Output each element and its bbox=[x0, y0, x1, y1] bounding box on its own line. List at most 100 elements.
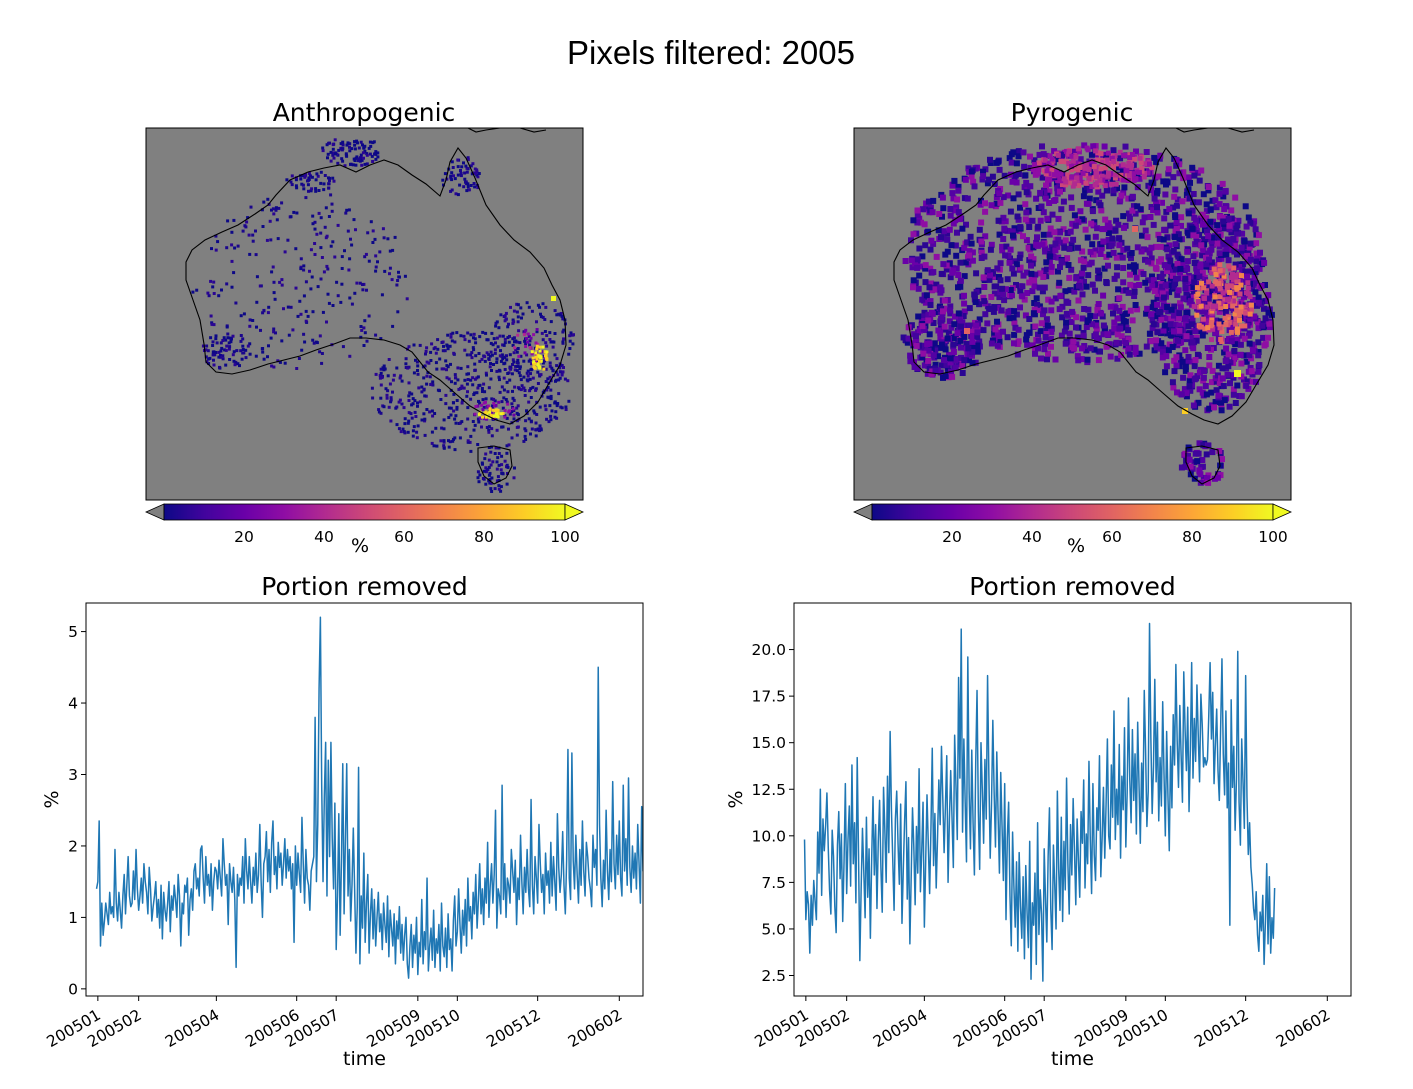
map-pixel bbox=[990, 308, 997, 315]
map-pixel bbox=[310, 175, 314, 179]
map-pixel bbox=[974, 333, 981, 340]
map-pixel bbox=[1214, 240, 1221, 247]
map-pixel bbox=[543, 359, 546, 363]
map-pixel bbox=[545, 350, 549, 354]
map-pixel bbox=[967, 233, 974, 240]
colorbar-tick: 100 bbox=[550, 528, 580, 546]
map-pixel bbox=[449, 406, 453, 410]
map-pixel bbox=[1125, 345, 1132, 352]
map-pixel bbox=[916, 245, 923, 252]
map-pixel bbox=[538, 359, 541, 363]
map-pixel bbox=[1256, 362, 1263, 368]
map-pixel bbox=[1124, 245, 1131, 252]
map-pixel bbox=[1172, 266, 1179, 273]
map-pixel bbox=[1265, 334, 1271, 341]
map-pixel bbox=[1173, 334, 1180, 341]
map-pixel bbox=[947, 303, 954, 310]
map-pixel bbox=[271, 207, 275, 211]
map-pixel bbox=[543, 404, 547, 408]
map-pixel bbox=[1129, 344, 1136, 351]
map-pixel bbox=[1094, 170, 1099, 176]
map-pixel bbox=[1121, 184, 1128, 191]
map-pixel bbox=[567, 352, 571, 356]
map-pixel bbox=[1204, 228, 1210, 235]
map-pixel bbox=[449, 176, 453, 180]
map-pixel bbox=[1000, 236, 1007, 242]
map-pixel bbox=[1080, 332, 1087, 339]
map-pixel bbox=[490, 411, 494, 415]
map-pixel bbox=[271, 265, 275, 269]
map-pixel bbox=[1093, 148, 1099, 154]
map-pixel bbox=[558, 376, 562, 380]
map-pixel bbox=[915, 285, 922, 292]
map-pixel bbox=[1220, 290, 1226, 296]
map-pixel bbox=[1213, 262, 1220, 269]
map-pixel bbox=[515, 360, 519, 364]
map-pixel bbox=[385, 396, 389, 400]
map-pixel bbox=[1095, 267, 1102, 274]
map-pixel bbox=[191, 290, 195, 294]
map-pixel bbox=[994, 329, 1001, 336]
map-pixel bbox=[504, 398, 508, 401]
map-pixel bbox=[971, 183, 978, 190]
map-pixel bbox=[240, 357, 244, 361]
map-pixel bbox=[473, 368, 477, 372]
map-pixel bbox=[1091, 219, 1098, 226]
map-pixel bbox=[210, 247, 213, 251]
map-pixel bbox=[934, 309, 941, 316]
map-pixel bbox=[1158, 274, 1165, 281]
map-pixel bbox=[997, 289, 1004, 296]
map-pixel bbox=[1098, 207, 1105, 214]
map-pixel bbox=[238, 364, 241, 368]
map-pixel bbox=[378, 250, 382, 254]
map-pixel bbox=[905, 335, 912, 342]
map-pixel-layer bbox=[191, 138, 575, 493]
map-pixel bbox=[494, 416, 498, 420]
map-pixel bbox=[1230, 386, 1237, 393]
map-pixel bbox=[459, 169, 462, 172]
map-pixel bbox=[314, 187, 318, 191]
map-pixel bbox=[551, 340, 555, 344]
map-pixel bbox=[995, 158, 1002, 165]
map-pixel bbox=[527, 417, 531, 421]
map-pixel bbox=[567, 399, 571, 403]
map-pixel bbox=[229, 340, 233, 344]
map-pixel bbox=[222, 336, 226, 340]
map-pixel bbox=[1185, 354, 1192, 360]
map-pixel bbox=[943, 361, 950, 368]
map-pixel bbox=[1206, 362, 1213, 369]
map-pixel bbox=[327, 182, 331, 186]
map-pixel bbox=[954, 330, 961, 337]
map-pixel bbox=[1126, 171, 1132, 176]
map-pixel bbox=[1262, 282, 1268, 288]
map-pixel bbox=[536, 303, 540, 307]
map-pixel bbox=[1055, 152, 1061, 158]
map-pixel bbox=[972, 359, 979, 366]
map-pixel bbox=[331, 240, 335, 244]
map-pixel bbox=[221, 354, 225, 358]
map-pixel bbox=[1180, 329, 1187, 336]
colorbar-under-arrow bbox=[853, 503, 873, 521]
map-pixel bbox=[1032, 323, 1039, 330]
map-pixel bbox=[515, 369, 519, 373]
map-pixel bbox=[534, 434, 538, 438]
map-pixel bbox=[390, 278, 394, 282]
map-pixel bbox=[340, 148, 344, 152]
map-pixel bbox=[518, 341, 522, 345]
map-pixel bbox=[1185, 186, 1192, 193]
map-pixel bbox=[561, 370, 565, 374]
map-pixel bbox=[538, 429, 541, 433]
map-pixel bbox=[506, 336, 510, 340]
map-pixel bbox=[395, 283, 399, 287]
map-pixel bbox=[258, 284, 262, 288]
map-pixel bbox=[982, 311, 989, 318]
map-pixel bbox=[1068, 266, 1075, 273]
map-pixel bbox=[928, 370, 935, 377]
map-pixel bbox=[516, 365, 520, 368]
map-pixel bbox=[1165, 253, 1172, 260]
y-tick-label: 1 bbox=[68, 909, 78, 927]
map-pixel bbox=[1203, 221, 1209, 228]
map-pixel bbox=[1071, 288, 1078, 295]
map-pixel bbox=[515, 302, 519, 306]
map-pixel bbox=[933, 253, 940, 260]
